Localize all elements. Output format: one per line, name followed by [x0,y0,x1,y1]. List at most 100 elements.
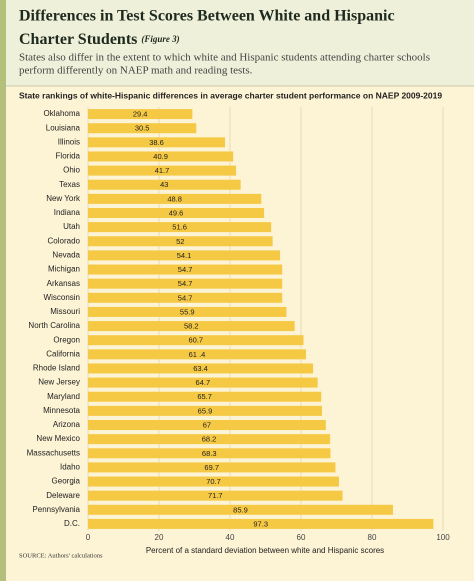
bar [88,349,306,360]
y-tick-label: Idaho [60,463,81,472]
y-tick-label: Massachusetts [27,448,80,457]
y-tick-label: Oregon [53,335,80,344]
value-label: 40.9 [153,152,168,161]
x-tick-label: 40 [226,533,235,542]
bar [88,109,193,120]
y-tick-label: Colorado [48,236,81,245]
bar [88,448,331,459]
value-label: 65.9 [198,406,213,415]
value-label: 30.5 [135,124,150,133]
source-note: SOURCE: Authors' calculations [19,552,103,559]
figure-label: (Figure 3) [141,34,179,44]
x-tick-label: 80 [368,533,377,542]
value-label: 48.8 [167,194,182,203]
bar [88,377,318,388]
y-tick-label: Ohio [63,166,80,175]
y-tick-label: New York [46,194,81,203]
bar [88,264,283,275]
y-tick-label: Rhode Island [33,364,80,373]
y-tick-label: Michigan [48,265,80,274]
y-tick-label: Minnesota [43,406,80,415]
bar [88,420,326,430]
value-label: 49.6 [169,208,184,217]
y-tick-label: Oklahoma [44,109,81,118]
value-label: 70.7 [206,477,221,486]
bar [88,504,393,515]
bar [88,193,262,204]
y-tick-label: Indiana [54,208,81,217]
value-label: 41.7 [155,166,170,175]
value-label: 52 [176,237,184,246]
value-label: 54.7 [178,293,193,302]
value-label: 68.3 [202,449,217,458]
y-tick-label: Arkansas [47,279,80,288]
bar [88,405,322,416]
value-label: 63.4 [193,364,208,373]
value-label: 61 .4 [189,350,206,359]
x-axis-label: Percent of a standard deviation between … [146,546,384,555]
chart-title: Differences in Test Scores Between White… [19,8,395,25]
value-label: 71.7 [208,491,223,500]
bar [88,292,283,303]
value-label: 97.3 [253,519,268,528]
subtitle: States also differ in the extent to whic… [19,52,430,64]
header-background [0,0,474,86]
y-tick-label: New Mexico [36,434,80,443]
value-label: 54.1 [177,251,192,260]
value-label: 43 [160,180,168,189]
y-tick-label: Nevada [52,251,80,260]
bar [88,236,273,247]
value-label: 54.7 [178,279,193,288]
value-label: 65.7 [197,392,212,401]
value-label: 64.7 [196,378,211,387]
bar [88,321,295,332]
bar [88,123,197,134]
y-tick-label: Missouri [50,307,80,316]
y-tick-label: Louisiana [46,123,81,132]
bar [88,363,314,374]
y-tick-label: Texas [59,180,80,189]
bar [88,434,331,445]
y-tick-label: Pennsylvania [32,505,80,514]
x-tick-label: 100 [436,533,450,542]
value-label: 69.7 [204,463,219,472]
value-label: 29.4 [133,110,148,119]
y-tick-label: Deleware [46,491,80,500]
bar [88,391,322,402]
value-label: 38.6 [149,138,164,147]
bar [88,151,234,162]
bar [88,278,283,289]
value-label: 67 [203,420,211,429]
y-tick-label: Arizona [53,420,81,429]
value-label: 58.2 [184,322,199,331]
y-tick-label: Florida [56,152,81,161]
bar [88,335,304,346]
bar [88,306,287,317]
y-tick-label: North Carolina [28,321,80,330]
bar [88,490,343,501]
y-tick-label: Maryland [47,392,80,401]
chart-title-line2: Charter Students (Figure 3) [19,31,180,48]
y-tick-label: Utah [63,222,80,231]
plot-title: State rankings of white-Hispanic differe… [19,90,442,100]
bar [88,250,281,261]
bar [88,518,434,529]
y-tick-label: Illinois [58,137,80,146]
bar [88,222,272,233]
value-label: 55.9 [180,307,195,316]
value-label: 85.9 [233,505,248,514]
value-label: 68.2 [202,435,217,444]
bar [88,137,226,148]
title-line2: Charter Students [19,31,137,48]
side-stripe [0,0,6,581]
bar [88,462,336,473]
y-tick-label: Georgia [52,477,81,486]
y-tick-label: California [46,349,80,358]
x-tick-label: 20 [155,533,164,542]
bar [88,179,241,190]
value-label: 51.6 [172,223,187,232]
value-label: 54.7 [178,265,193,274]
y-tick-label: New Jersey [38,378,80,387]
y-tick-label: D.C. [64,519,80,528]
